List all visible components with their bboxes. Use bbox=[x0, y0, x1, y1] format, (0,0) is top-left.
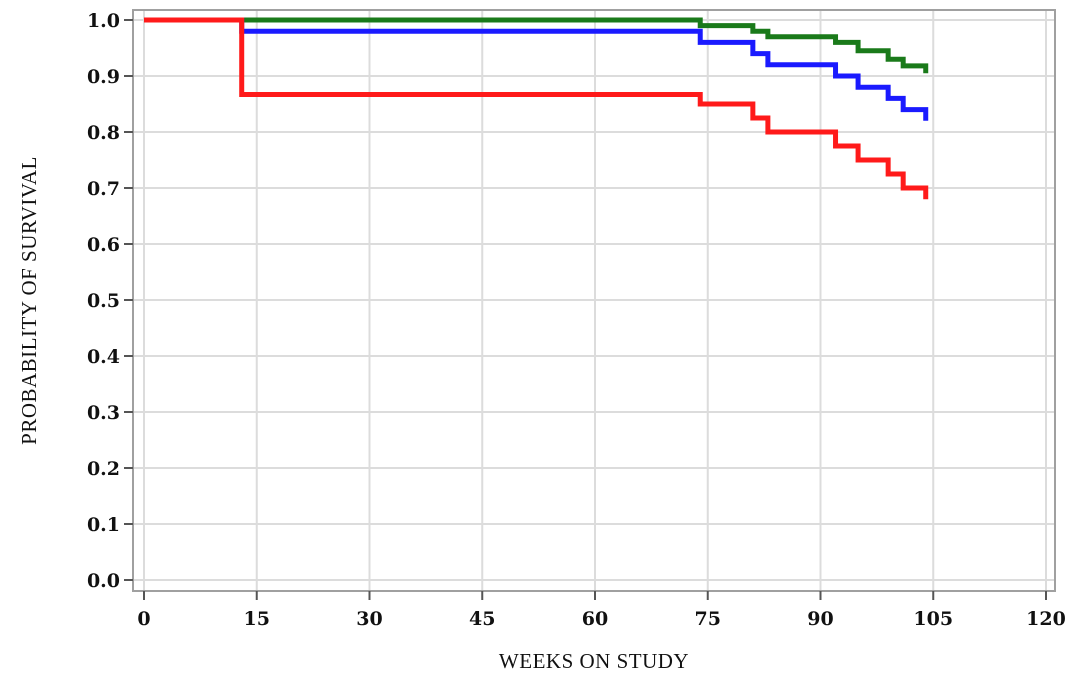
y-tick-label: 0.2 bbox=[87, 458, 120, 480]
y-axis-title: PROBABILITY OF SURVIVAL bbox=[17, 156, 41, 445]
y-tick-label: 0.6 bbox=[87, 234, 120, 256]
y-tick-label: 0.0 bbox=[87, 570, 120, 592]
y-tick-label: 0.9 bbox=[87, 66, 120, 88]
x-tick-label: 45 bbox=[469, 608, 495, 630]
x-tick-label: 0 bbox=[137, 608, 150, 630]
x-tick-label: 90 bbox=[807, 608, 833, 630]
y-tick-label: 0.3 bbox=[87, 402, 120, 424]
y-tick-label: 0.7 bbox=[87, 178, 120, 200]
x-tick-label: 105 bbox=[913, 608, 953, 630]
x-tick-label: 120 bbox=[1026, 608, 1066, 630]
grid-lines bbox=[134, 11, 1054, 590]
y-tick-label: 1.0 bbox=[87, 10, 120, 32]
series-lines bbox=[144, 17, 929, 200]
y-tick-label: 0.1 bbox=[87, 514, 120, 536]
series-line-2 bbox=[144, 17, 929, 121]
x-tick-label: 15 bbox=[244, 608, 270, 630]
x-tick-label: 30 bbox=[356, 608, 382, 630]
y-axis-ticks: 0.0 0.1 0.2 0.3 0.4 0.5 0.6 0.7 0.8 0.9 1.0 bbox=[87, 10, 133, 592]
x-axis-title: WEEKS ON STUDY bbox=[499, 649, 689, 673]
y-tick-label: 0.5 bbox=[87, 290, 120, 312]
series-line-3 bbox=[144, 17, 929, 200]
x-tick-label: 75 bbox=[695, 608, 721, 630]
series-line-1 bbox=[144, 17, 929, 74]
y-tick-label: 0.8 bbox=[87, 122, 120, 144]
x-tick-label: 60 bbox=[582, 608, 608, 630]
y-tick-label: 0.4 bbox=[87, 346, 120, 368]
x-axis-ticks: 0 15 30 45 60 75 90 105 120 bbox=[137, 591, 1066, 630]
